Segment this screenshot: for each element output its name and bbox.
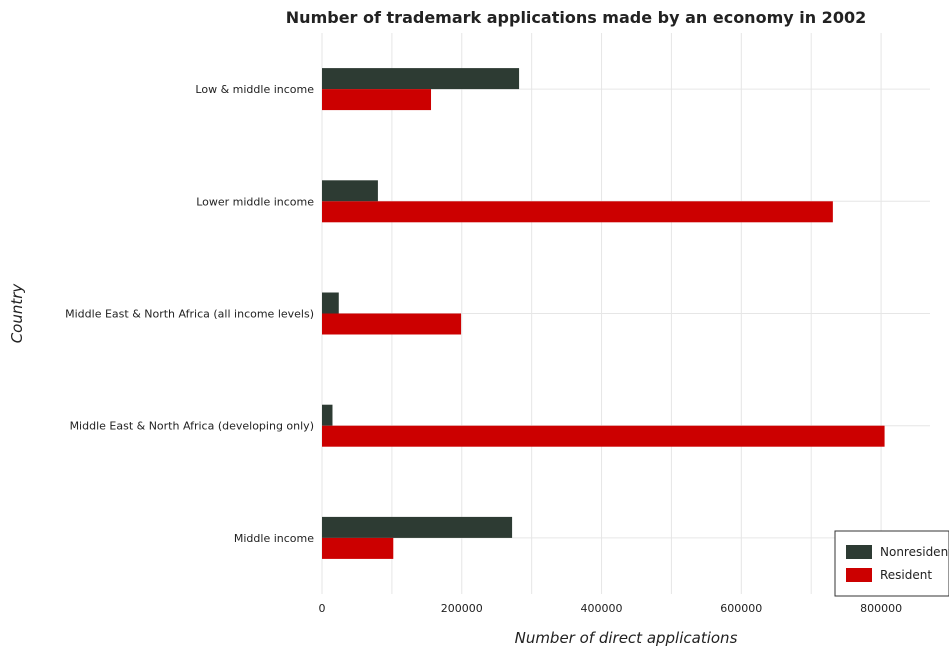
legend-swatch-resident	[846, 568, 872, 582]
x-tick-label: 600000	[720, 602, 762, 615]
bar-nonresident	[322, 516, 513, 538]
x-tick-label: 0	[319, 602, 326, 615]
x-tick-label: 800000	[860, 602, 902, 615]
y-tick-label: Lower middle income	[196, 195, 314, 208]
chart-title: Number of trademark applications made by…	[286, 8, 866, 27]
x-tick-labels: 0 200000 400000 600000 800000	[319, 602, 903, 615]
bar-nonresident	[322, 68, 520, 90]
y-tick-label: Middle income	[234, 532, 314, 545]
legend: Nonresident Resident	[834, 530, 949, 597]
y-tick-label: Middle East & North Africa (developing o…	[70, 420, 314, 433]
y-tick-label: Middle East & North Africa (all income l…	[65, 308, 314, 321]
x-tick-label: 200000	[441, 602, 483, 615]
y-axis-label: Country	[8, 283, 26, 344]
legend-label-resident: Resident	[880, 568, 932, 582]
bar-resident	[322, 89, 432, 111]
legend-swatch-nonresident	[846, 545, 872, 559]
bar-resident	[322, 425, 885, 447]
y-tick-label: Low & middle income	[195, 83, 314, 96]
y-tick-labels: Low & middle income Lower middle income Mi…	[65, 83, 314, 545]
bar-nonresident	[322, 404, 333, 426]
bar-nonresident	[322, 292, 339, 314]
bar-resident	[322, 537, 394, 559]
bar-nonresident	[322, 180, 378, 202]
x-tick-label: 400000	[581, 602, 623, 615]
legend-label-nonresident: Nonresident	[880, 545, 949, 559]
x-axis-label: Number of direct applications	[515, 629, 738, 647]
bars	[322, 68, 885, 559]
bar-resident	[322, 313, 462, 335]
legend-box	[834, 530, 949, 597]
bar-resident	[322, 201, 833, 223]
